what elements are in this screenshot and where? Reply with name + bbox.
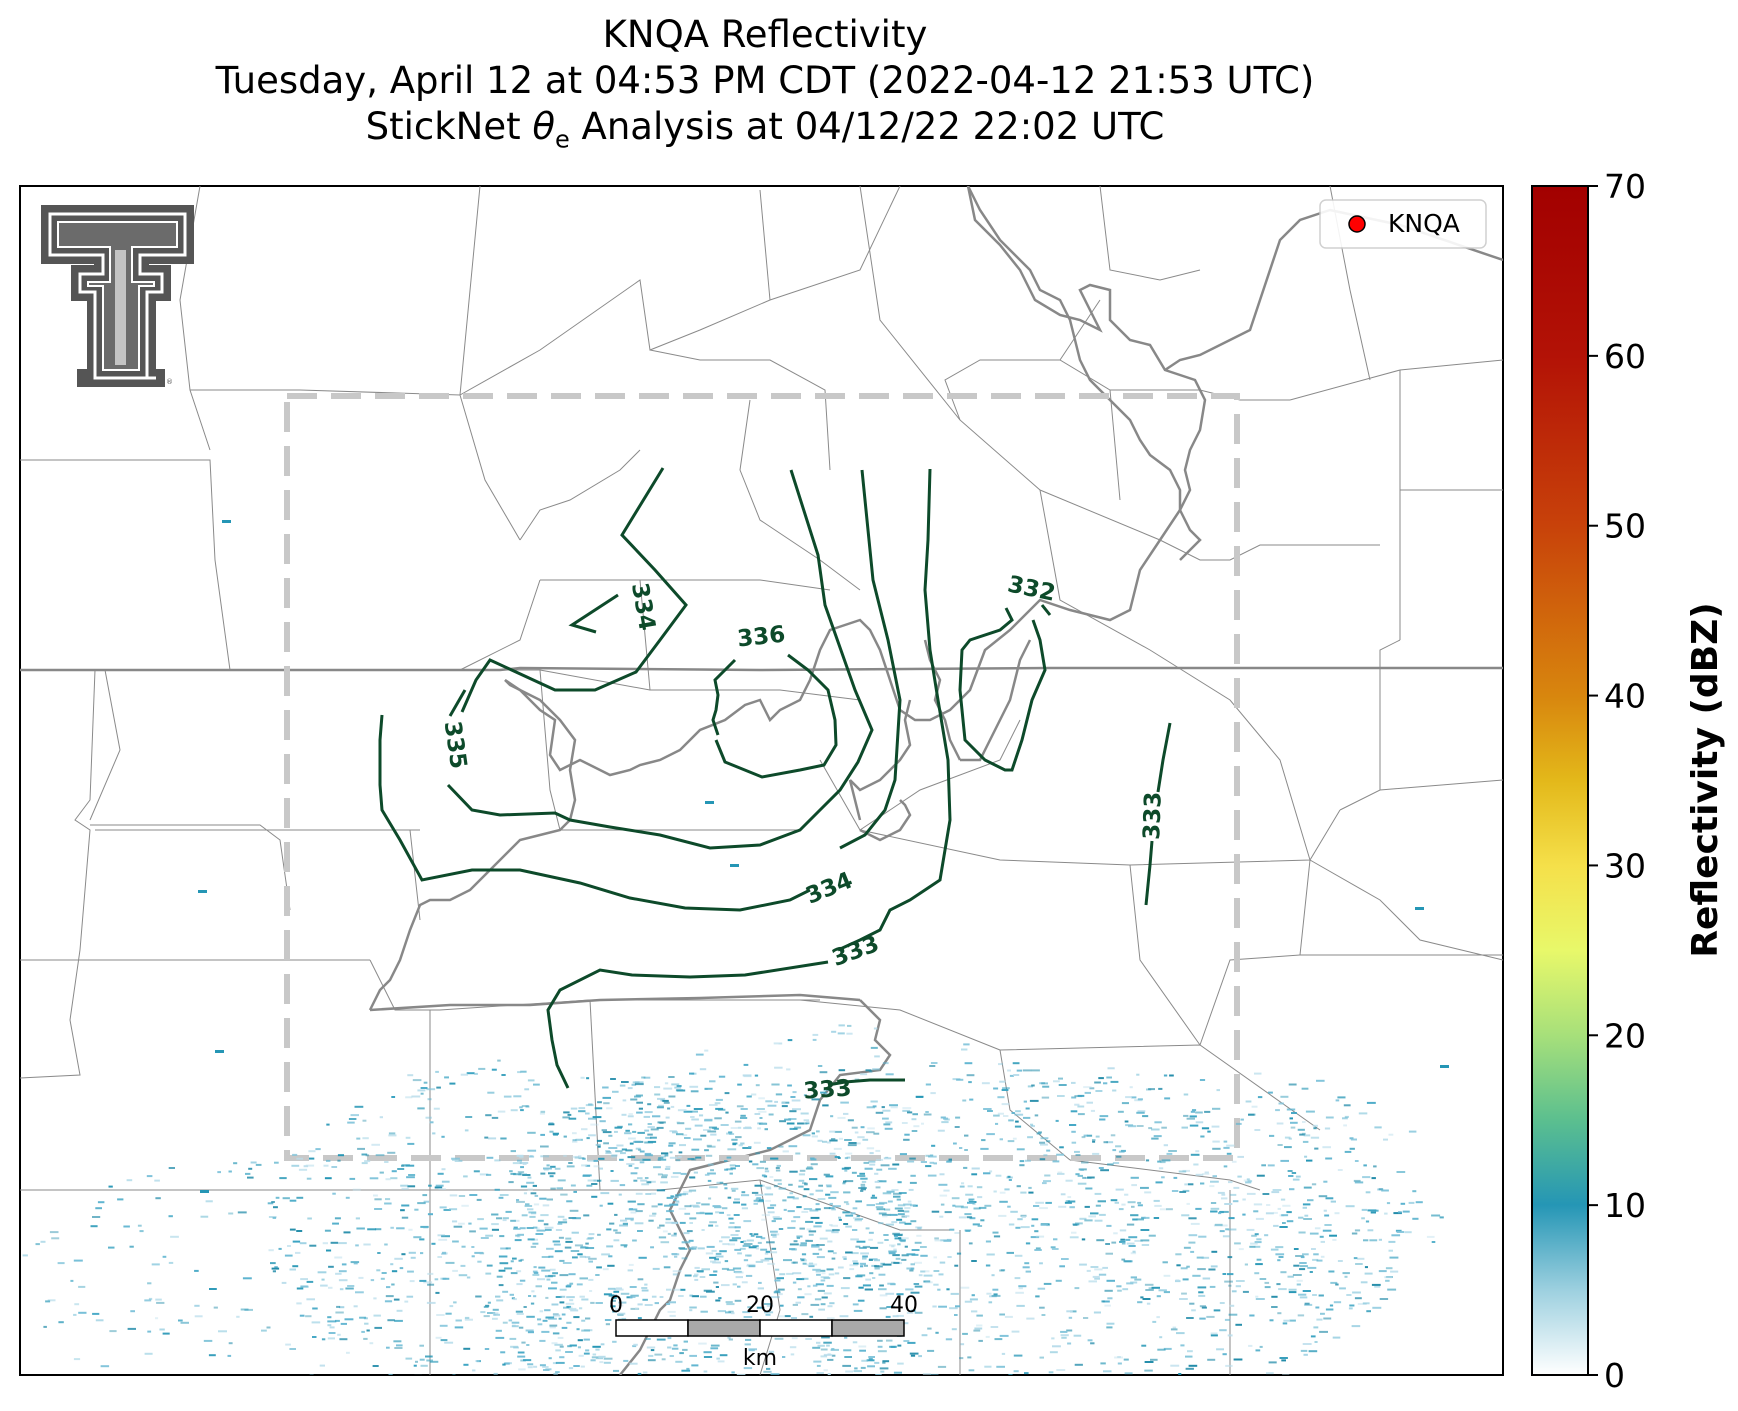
knqa-marker-icon (1348, 215, 1366, 233)
title-block: KNQA Reflectivity Tuesday, April 12 at 0… (0, 12, 1530, 162)
colorbar-tick-label: 10 (1604, 1186, 1646, 1225)
scale-bar: 0 20 40 km (609, 1293, 918, 1371)
legend-box: KNQA (1319, 199, 1487, 249)
colorbar-tick-label: 30 (1604, 846, 1646, 885)
texas-tech-logo: ® (41, 205, 194, 387)
svg-text:®: ® (166, 378, 173, 386)
colorbar-label: Reflectivity (dBZ) (1685, 602, 1726, 957)
county-boundaries (20, 186, 1503, 1375)
legend-label: KNQA (1388, 209, 1460, 238)
colorbar-tick-label: 40 (1604, 677, 1646, 716)
contour-label: 333 (1139, 791, 1167, 840)
theta-e-contours (378, 467, 1172, 1089)
analysis-domain-box (284, 393, 1240, 1161)
colorbar: 0 10 20 30 40 50 60 70 Reflectivity (dBZ) (1531, 167, 1726, 1395)
colorbar-tick-label: 20 (1604, 1016, 1646, 1055)
colorbar-gradient (1531, 185, 1589, 1376)
colorbar-tick-label: 0 (1604, 1356, 1625, 1395)
contour-label: 333 (803, 1075, 853, 1104)
contour-label: 336 (736, 622, 786, 653)
title-line-2: Tuesday, April 12 at 04:53 PM CDT (2022-… (215, 59, 1315, 102)
title-line-1: KNQA Reflectivity (602, 13, 928, 56)
map-frame (19, 185, 1504, 1376)
colorbar-tick-label: 50 (1604, 507, 1646, 546)
scale-label: 0 (609, 1293, 623, 1318)
colorbar-tick-label: 70 (1604, 167, 1646, 206)
colorbar-ticks: 0 10 20 30 40 50 60 70 (1588, 167, 1646, 1395)
colorbar-tick-label: 60 (1604, 337, 1646, 376)
title-line-3: StickNet θe Analysis at 04/12/22 22:02 U… (365, 105, 1165, 154)
scale-label: 40 (890, 1293, 918, 1318)
scale-label: 20 (746, 1293, 774, 1318)
scale-unit: km (743, 1346, 777, 1371)
